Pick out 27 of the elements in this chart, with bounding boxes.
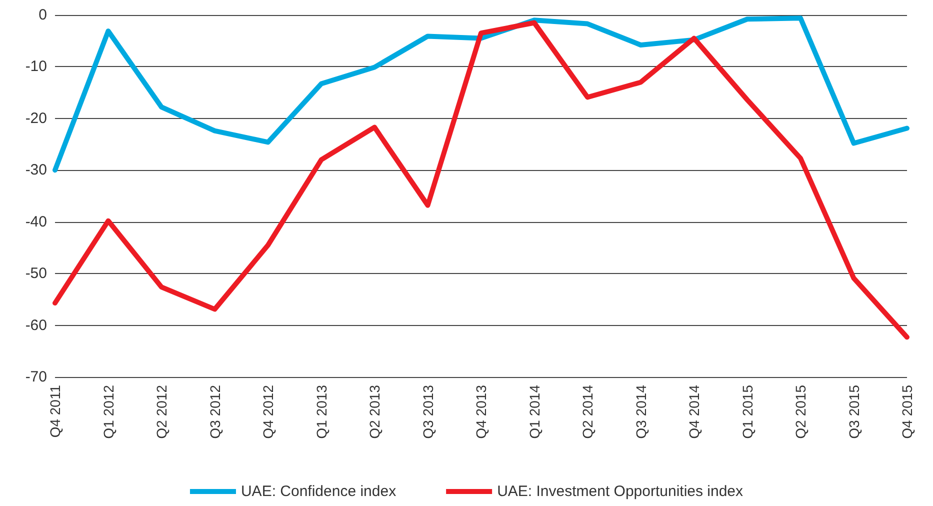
y-tick-label: -70 [25, 368, 47, 386]
y-tick-label: -30 [25, 162, 47, 179]
y-tick-label: -40 [25, 213, 47, 230]
y-tick-label: -50 [25, 265, 47, 282]
x-tick-label: Q2 2013 [366, 384, 382, 439]
x-tick-label: Q4 2014 [686, 384, 702, 439]
x-tick-label: Q1 2013 [313, 384, 330, 439]
x-tick-label: Q1 2012 [100, 384, 116, 439]
x-tick-label: Q3 2014 [632, 384, 649, 439]
x-tick-label: Q4 2011 [47, 384, 63, 438]
x-tick-label: Q4 2012 [260, 384, 276, 439]
legend-label: UAE: Confidence index [240, 483, 397, 500]
x-tick-label: Q2 2014 [580, 384, 596, 439]
y-tick-label: -60 [25, 316, 47, 334]
y-tick-label: 0 [38, 6, 47, 24]
x-tick-label: Q3 2013 [420, 384, 436, 439]
x-tick-label: Q3 2015 [846, 384, 862, 439]
y-tick-label: -20 [25, 110, 47, 127]
x-tick-label: Q3 2012 [206, 384, 223, 439]
y-tick-label: -10 [25, 58, 47, 76]
legend-label: UAE: Investment Opportunities index [497, 483, 744, 500]
x-tick-label: Q1 2014 [526, 384, 542, 439]
x-tick-label: Q2 2012 [154, 384, 170, 439]
x-tick-label: Q1 2015 [739, 384, 756, 439]
x-tick-label: Q4 2013 [473, 384, 489, 439]
x-tick-label: Q4 2015 [899, 384, 915, 439]
x-tick-label: Q2 2015 [792, 384, 808, 439]
